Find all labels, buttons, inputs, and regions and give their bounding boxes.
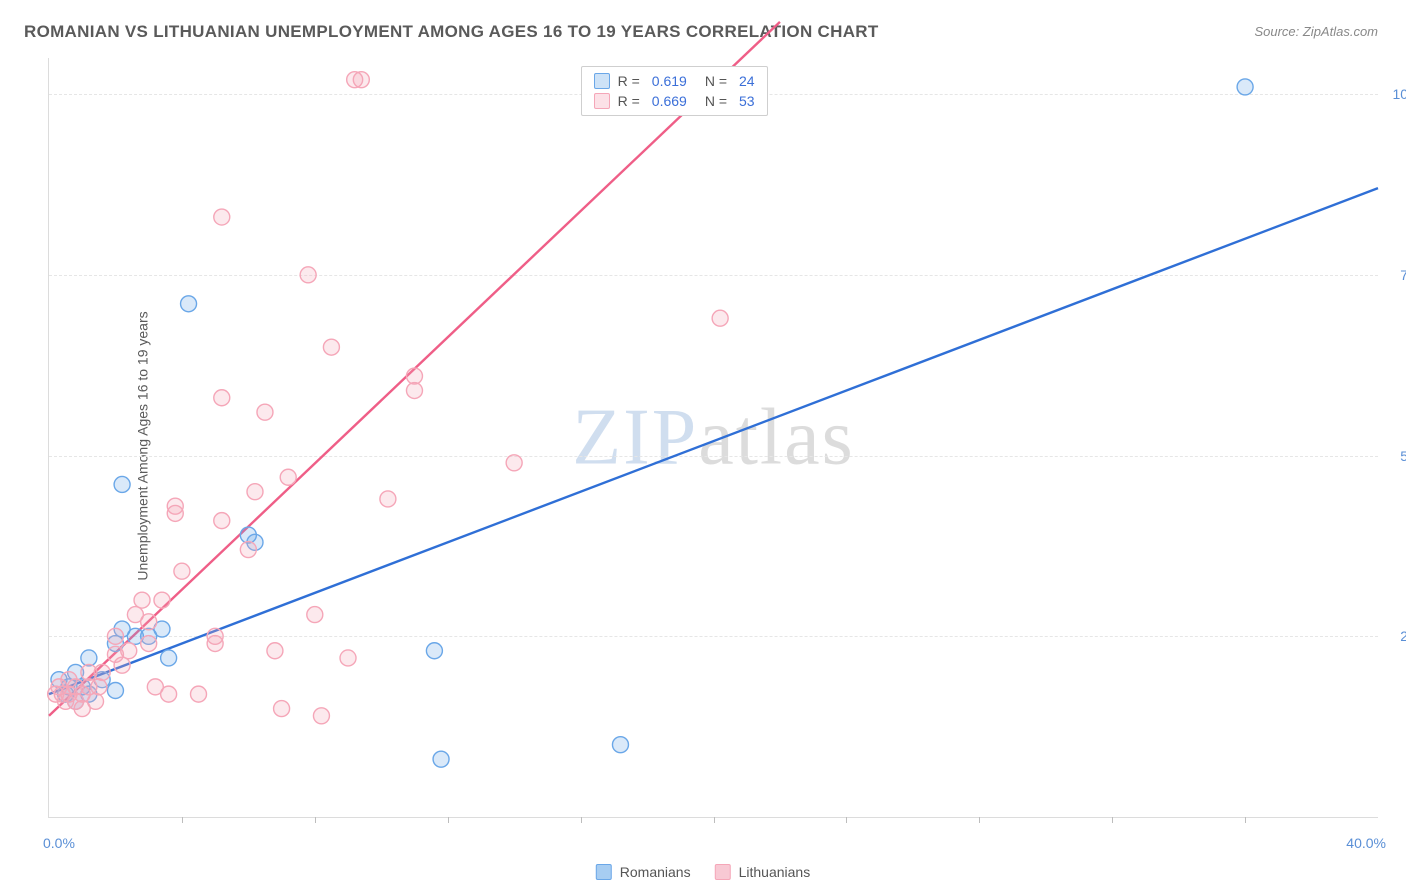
data-point [207,636,223,652]
data-point [353,72,369,88]
x-tick [315,817,316,823]
legend-label: Romanians [620,864,691,880]
data-point [267,643,283,659]
chart-container: ROMANIAN VS LITHUANIAN UNEMPLOYMENT AMON… [0,0,1406,892]
data-point [257,404,273,420]
data-point [154,592,170,608]
data-point [247,484,263,500]
legend-stats-row: R = 0.619 N = 24 [582,71,767,91]
data-point [712,310,728,326]
data-point [134,592,150,608]
legend-r-value: 0.669 [652,93,687,109]
legend-item: Romanians [596,864,691,880]
data-point [406,383,422,399]
scatter-svg [49,58,1378,817]
chart-title: ROMANIAN VS LITHUANIAN UNEMPLOYMENT AMON… [24,22,879,42]
data-point [506,455,522,471]
swatch-icon [715,864,731,880]
data-point [191,686,207,702]
x-tick [1112,817,1113,823]
x-tick [979,817,980,823]
x-tick [448,817,449,823]
data-point [94,664,110,680]
data-point [88,693,104,709]
swatch-icon [596,864,612,880]
data-point [214,513,230,529]
y-tick-label: 75.0% [1384,267,1406,283]
data-point [274,701,290,717]
data-point [300,267,316,283]
data-point [340,650,356,666]
source-attribution: Source: ZipAtlas.com [1254,24,1378,39]
data-point [91,679,107,695]
data-point [612,737,628,753]
data-point [161,686,177,702]
data-point [323,339,339,355]
x-tick-label: 0.0% [43,835,75,851]
legend-n-value: 53 [739,93,755,109]
legend-stats-box: R = 0.619 N = 24 R = 0.669 N = 53 [581,66,768,116]
data-point [433,751,449,767]
legend-r-label: R = [618,93,640,109]
data-point [1237,79,1253,95]
data-point [121,643,137,659]
data-point [114,657,130,673]
x-tick [182,817,183,823]
data-point [107,683,123,699]
data-point [141,636,157,652]
legend-n-label: N = [705,73,727,89]
trend-line [49,188,1378,694]
data-point [380,491,396,507]
data-point [181,296,197,312]
data-point [214,209,230,225]
legend-item: Lithuanians [715,864,811,880]
data-point [81,650,97,666]
plot-area: ZIPatlas R =0.619N =24R =0.669N =53 25.0… [48,58,1378,818]
data-point [107,628,123,644]
y-tick-label: 25.0% [1384,628,1406,644]
data-point [214,390,230,406]
legend-r-value: 0.619 [652,73,687,89]
swatch-icon [594,73,610,89]
x-tick [846,817,847,823]
data-point [406,368,422,384]
x-tick [581,817,582,823]
legend-r-label: R = [618,73,640,89]
data-point [313,708,329,724]
legend-n-label: N = [705,93,727,109]
data-point [114,476,130,492]
legend-n-value: 24 [739,73,755,89]
x-tick-label: 40.0% [1346,835,1386,851]
data-point [161,650,177,666]
legend-bottom: Romanians Lithuanians [596,864,810,880]
y-tick-label: 100.0% [1384,86,1406,102]
swatch-icon [594,93,610,109]
x-tick [1245,817,1246,823]
data-point [280,469,296,485]
legend-stats-row: R = 0.669 N = 53 [582,91,767,111]
legend-label: Lithuanians [739,864,811,880]
data-point [307,607,323,623]
data-point [174,563,190,579]
data-point [240,542,256,558]
data-point [167,498,183,514]
y-tick-label: 50.0% [1384,448,1406,464]
x-tick [714,817,715,823]
data-point [141,614,157,630]
data-point [426,643,442,659]
